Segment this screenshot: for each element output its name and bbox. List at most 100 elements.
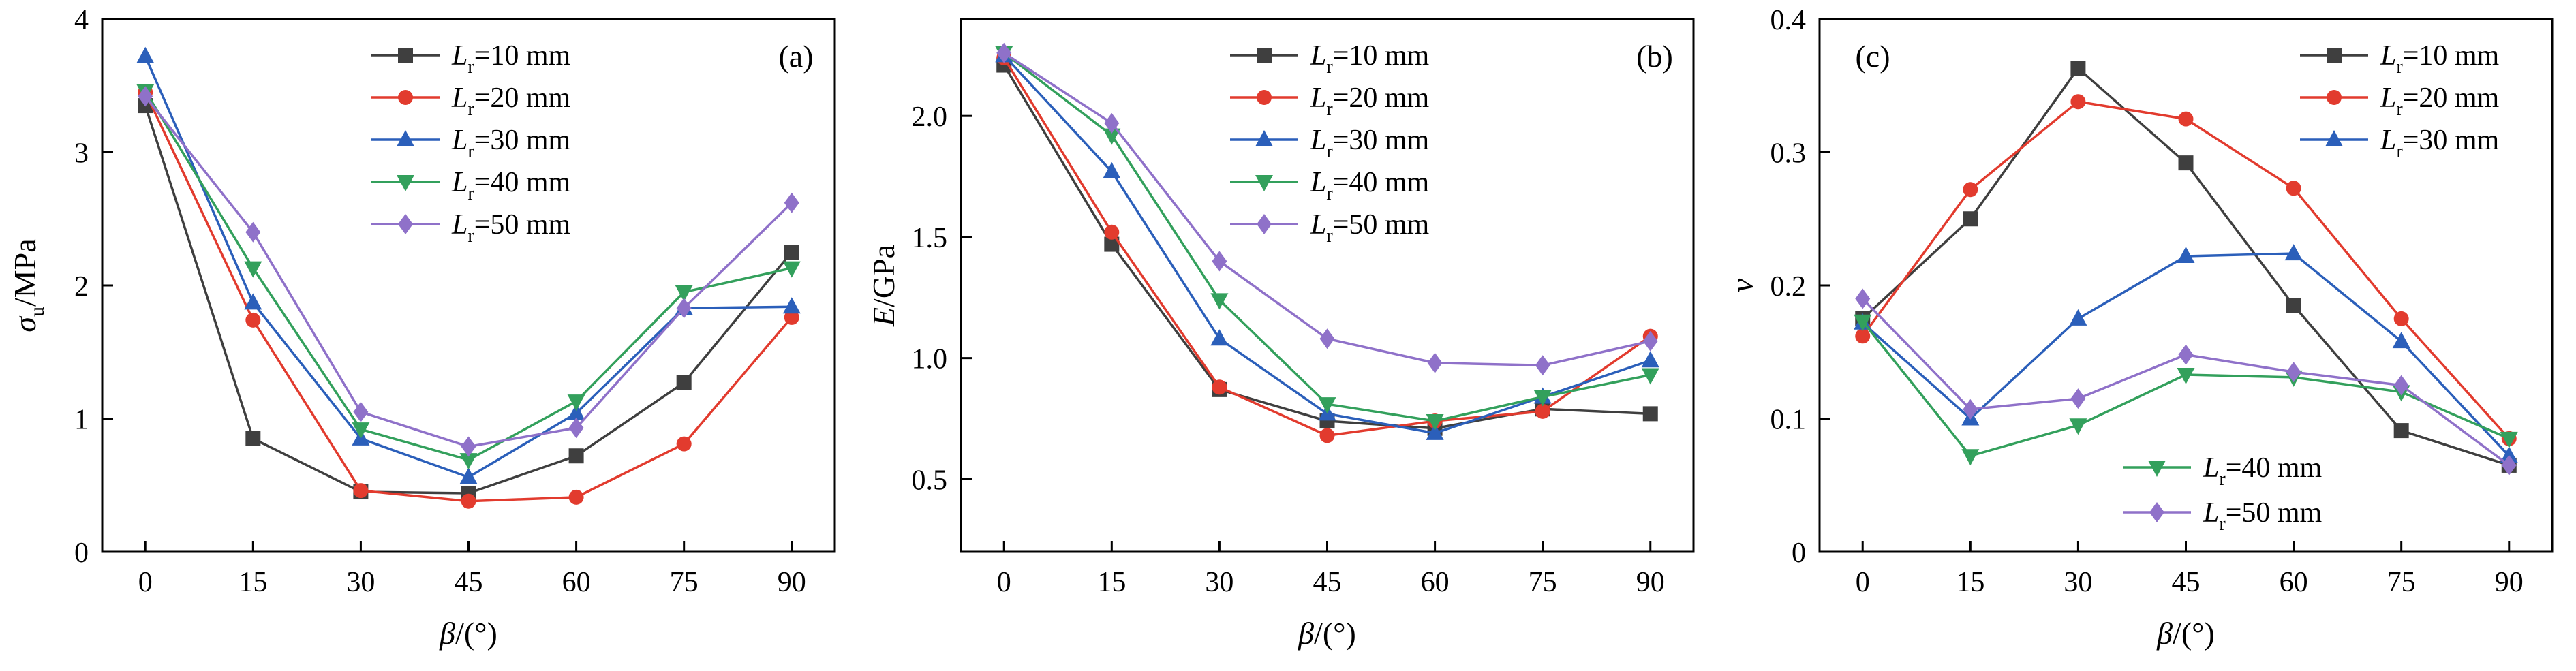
triangle-down-marker	[1210, 293, 1229, 310]
circle-marker	[2070, 94, 2086, 110]
diamond-marker	[2393, 375, 2409, 396]
circle-marker	[676, 436, 692, 452]
legend-label: Lr=10 mm	[2380, 40, 2500, 78]
legend-label: Lr=30 mm	[2380, 125, 2500, 162]
x-tick-label: 75	[1529, 567, 1557, 598]
triangle-down-marker	[2500, 431, 2518, 448]
triangle-up-marker	[1426, 423, 1444, 440]
triangle-down-marker	[2177, 367, 2195, 384]
legend-entry-lr-50-mm: Lr=50 mm	[1230, 209, 1430, 247]
legend-entry-lr-30-mm: Lr=30 mm	[2300, 125, 2500, 162]
triangle-down-marker	[1961, 449, 1980, 466]
y-tick-label: 1.0	[912, 344, 948, 375]
legend-entry-lr-40-mm: Lr=40 mm	[371, 167, 571, 204]
legend-entry-lr-20-mm: Lr=20 mm	[371, 82, 571, 120]
diamond-marker	[1427, 352, 1443, 373]
x-tick-label: 0	[997, 567, 1011, 598]
x-tick-label: 75	[2387, 567, 2416, 598]
x-tick-label: 15	[1956, 567, 1984, 598]
x-tick-label: 90	[2495, 567, 2524, 598]
legend-label: Lr=30 mm	[1310, 125, 1430, 162]
series-lr-20-mm	[1855, 94, 2517, 446]
diamond-marker	[1212, 251, 1227, 272]
square-marker	[398, 48, 413, 63]
legend-entry-lr-40-mm: Lr=40 mm	[2123, 452, 2322, 490]
triangle-up-marker	[1103, 161, 1121, 178]
y-tick-label: 0.2	[1770, 271, 1807, 302]
circle-marker	[398, 90, 413, 105]
series-lr-50-mm	[996, 42, 1658, 376]
legend-label: Lr=50 mm	[1310, 209, 1430, 247]
circle-marker	[353, 483, 369, 499]
y-tick-label: 0.1	[1770, 405, 1807, 436]
triangle-up-marker	[244, 293, 262, 310]
legend-entry-lr-10-mm: Lr=10 mm	[1230, 40, 1430, 78]
y-axis-label: σu/MPa	[7, 238, 48, 332]
legend-label: Lr=30 mm	[451, 125, 571, 162]
x-axis-label: β/(°)	[2156, 616, 2215, 651]
series-lr-50-mm	[1855, 288, 2517, 475]
series-lr-50-mm	[138, 86, 799, 457]
x-tick-label: 90	[1636, 567, 1665, 598]
triangle-up-marker	[2500, 446, 2518, 463]
diamond-marker	[1855, 288, 1871, 309]
legend-label: Lr=40 mm	[2203, 452, 2322, 490]
triangle-down-marker	[1641, 368, 1659, 385]
triangle-up-marker	[1255, 130, 1273, 146]
diamond-marker	[2501, 454, 2517, 475]
diamond-marker	[1642, 330, 1658, 352]
series-line	[1861, 320, 2510, 457]
diamond-marker	[1535, 355, 1550, 376]
panel-letter: (c)	[1855, 39, 1890, 74]
triangle-up-marker	[136, 46, 155, 63]
x-tick-label: 45	[2172, 567, 2201, 598]
square-marker	[2070, 61, 2086, 76]
diamond-marker	[353, 401, 369, 422]
circle-marker	[2393, 311, 2409, 326]
legend-entry-lr-50-mm: Lr=50 mm	[371, 209, 571, 247]
circle-marker	[2178, 111, 2194, 127]
legend-entry-lr-20-mm: Lr=20 mm	[1230, 82, 1430, 120]
chart-a: 0 15 30 45 60 75 90 0 1 2 3 4 β/(°) σu/MPa Lr=10 mm Lr=…	[7, 5, 836, 651]
y-tick-label: 1	[74, 405, 89, 436]
y-tick-label: 2	[74, 271, 89, 302]
triangle-down-marker	[1103, 128, 1121, 145]
square-marker	[784, 245, 799, 260]
legend-entry-lr-30-mm: Lr=30 mm	[1230, 125, 1430, 162]
y-tick-label: 0.5	[912, 465, 948, 496]
diamond-marker	[138, 86, 153, 107]
triangle-up-marker	[2069, 309, 2087, 326]
triangle-up-marker	[567, 403, 585, 420]
square-marker	[2178, 155, 2194, 171]
legend-entry-lr-10-mm: Lr=10 mm	[2300, 40, 2500, 78]
legend-label: Lr=10 mm	[451, 40, 571, 78]
square-marker	[2327, 48, 2342, 63]
panel-c: 0 15 30 45 60 75 90 0 0.1 0.2 0.3 0.4 β/(°) ν Lr=10 mm…	[1717, 0, 2576, 668]
diamond-marker	[1104, 112, 1120, 134]
x-tick-label: 30	[2064, 567, 2092, 598]
diamond-marker	[461, 436, 476, 457]
panel-letter: (a)	[778, 39, 813, 74]
y-axis-label: ν	[1725, 278, 1760, 292]
x-tick-label: 45	[455, 567, 483, 598]
x-tick-label: 0	[138, 567, 153, 598]
legend-label: Lr=20 mm	[1310, 82, 1430, 120]
y-tick-label: 0.3	[1770, 138, 1807, 170]
square-marker	[1642, 406, 1658, 422]
y-tick-label: 1.5	[912, 223, 948, 254]
chart-c: 0 15 30 45 60 75 90 0 0.1 0.2 0.3 0.4 β/(°) ν Lr=10 mm…	[1725, 5, 2554, 651]
legend-label: Lr=40 mm	[451, 167, 571, 204]
triangle-down-marker	[397, 175, 414, 191]
legend-label: Lr=50 mm	[451, 209, 571, 247]
diamond-marker	[1319, 328, 1335, 349]
square-marker	[2393, 423, 2409, 439]
triangle-down-marker	[1318, 397, 1336, 414]
x-tick-label: 15	[239, 567, 267, 598]
x-tick-label: 60	[1421, 567, 1450, 598]
triangle-down-marker	[2148, 461, 2166, 477]
square-marker	[568, 448, 584, 464]
triangle-up-marker	[782, 297, 801, 314]
circle-marker	[784, 309, 799, 325]
diamond-marker	[1257, 214, 1272, 234]
diamond-marker	[398, 214, 413, 234]
